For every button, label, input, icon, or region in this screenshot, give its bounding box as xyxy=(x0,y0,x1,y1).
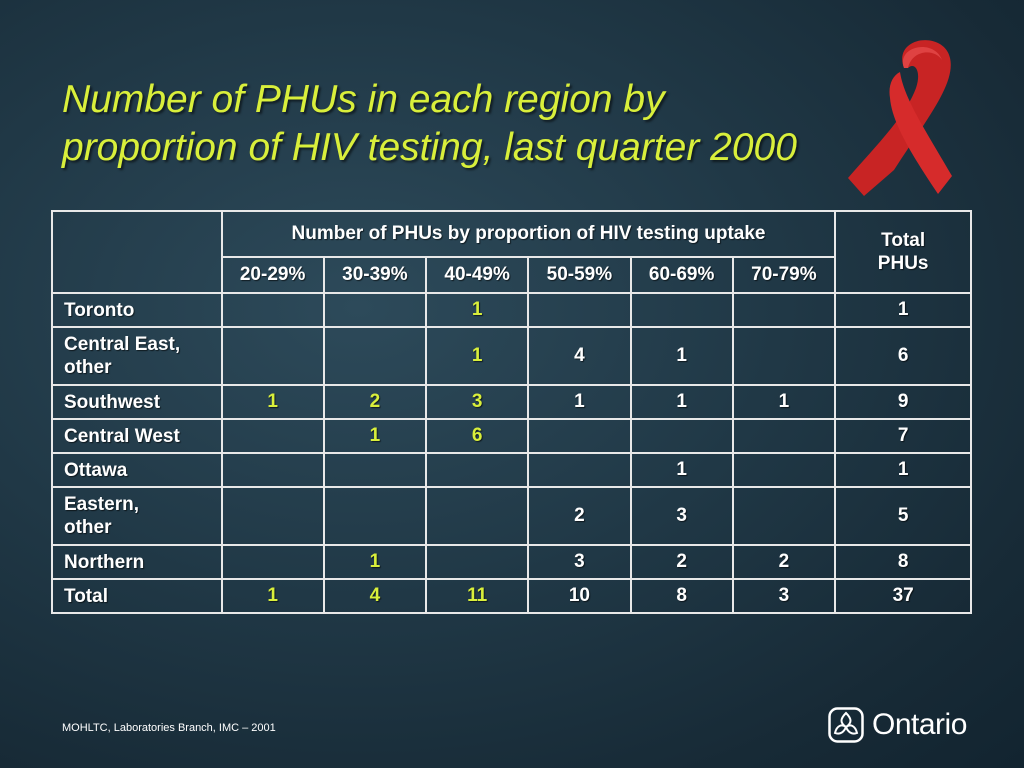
title-line-2: proportion of HIV testing, last quarter … xyxy=(62,126,797,169)
title-line-1: Number of PHUs in each region by xyxy=(62,78,665,121)
table-cell: 1 xyxy=(629,326,734,386)
row-label-line-1: Eastern, xyxy=(64,494,139,515)
slide-title: Number of PHUs in each region by proport… xyxy=(62,76,942,172)
row-label: Ottawa xyxy=(51,452,223,488)
row-label: Northern xyxy=(51,544,223,580)
total-header-line-1: Total xyxy=(881,230,926,251)
table-cell: 10 xyxy=(527,578,632,614)
table-cell: 2 xyxy=(731,544,837,580)
ontario-wordmark: Ontario xyxy=(872,708,967,741)
table-row: Eastern, other 2 3 5 xyxy=(51,486,972,546)
table-cell: 11 xyxy=(425,578,530,614)
row-label-line-1: Central East, xyxy=(64,334,181,355)
row-total: 9 xyxy=(834,384,972,420)
row-label: Central East, other xyxy=(51,326,223,386)
total-phus-header: Total PHUs xyxy=(834,210,972,294)
column-header: 60-69% xyxy=(629,256,734,294)
table-cell xyxy=(425,452,530,488)
row-total: 5 xyxy=(834,486,972,546)
row-total: 1 xyxy=(834,292,972,328)
table-cell: 8 xyxy=(629,578,734,614)
ontario-logo: Ontario xyxy=(828,705,978,745)
table-row: Central East, other 1 4 1 6 xyxy=(51,326,972,386)
row-label: Toronto xyxy=(51,292,223,328)
table-cell xyxy=(527,452,632,488)
table-row: Northern 1 3 2 2 8 xyxy=(51,544,972,580)
table-cell xyxy=(425,544,530,580)
footer-credit: MOHLTC, Laboratories Branch, IMC – 2001 xyxy=(62,722,276,734)
column-header: 50-59% xyxy=(527,256,632,294)
column-header: 20-29% xyxy=(220,256,325,294)
row-total: 8 xyxy=(834,544,972,580)
table-row: Southwest 1 2 3 1 1 1 9 xyxy=(51,384,972,420)
table-cell: 2 xyxy=(629,544,734,580)
column-header: 40-49% xyxy=(425,256,530,294)
table-cell: 1 xyxy=(629,384,734,420)
table-cell xyxy=(220,544,325,580)
table-cell: 1 xyxy=(527,384,632,420)
table-cell: 2 xyxy=(322,384,428,420)
table-cell xyxy=(629,292,734,328)
table-row: Central West 1 6 7 xyxy=(51,418,972,454)
table-cell xyxy=(731,418,837,454)
table-cell: 3 xyxy=(527,544,632,580)
table-cell xyxy=(527,418,632,454)
table-row-total: Total 1 4 11 10 8 3 37 xyxy=(51,578,972,614)
table-cell: 3 xyxy=(629,486,734,546)
table-cell: 3 xyxy=(425,384,530,420)
table-cell: 1 xyxy=(425,326,530,386)
total-header-line-2: PHUs xyxy=(877,253,929,274)
row-label: Central West xyxy=(51,418,223,454)
table-cell xyxy=(629,418,734,454)
table-cell: 4 xyxy=(322,578,428,614)
row-label: Total xyxy=(51,578,223,614)
table-cell: 1 xyxy=(322,544,428,580)
table-cell xyxy=(731,326,837,386)
table-cell: 1 xyxy=(220,384,325,420)
row-total: 37 xyxy=(834,578,972,614)
row-label-line-2: other xyxy=(64,517,112,538)
table-cell xyxy=(322,326,428,386)
table-cell: 4 xyxy=(527,326,632,386)
trillium-icon xyxy=(828,707,864,743)
row-total: 7 xyxy=(834,418,972,454)
table-cell xyxy=(731,452,837,488)
table-cell xyxy=(220,292,325,328)
table-cell xyxy=(322,292,428,328)
column-header: 30-39% xyxy=(322,256,428,294)
table-cell xyxy=(425,486,530,546)
table-cell xyxy=(220,418,325,454)
table-cell: 1 xyxy=(220,578,325,614)
group-header: Number of PHUs by proportion of HIV test… xyxy=(220,210,837,258)
table-row: Ottawa 1 1 xyxy=(51,452,972,488)
table-cell xyxy=(731,292,837,328)
table-cell: 2 xyxy=(527,486,632,546)
table-cell: 1 xyxy=(731,384,837,420)
red-ribbon-icon xyxy=(848,40,952,196)
corner-cell xyxy=(51,210,223,294)
table-cell xyxy=(220,326,325,386)
row-label: Eastern, other xyxy=(51,486,223,546)
table-cell: 3 xyxy=(731,578,837,614)
table-row: Toronto 1 1 xyxy=(51,292,972,328)
table-cell xyxy=(220,486,325,546)
row-total: 1 xyxy=(834,452,972,488)
table-cell: 6 xyxy=(425,418,530,454)
table-cell xyxy=(527,292,632,328)
table-cell xyxy=(220,452,325,488)
table-cell: 1 xyxy=(322,418,428,454)
row-total: 6 xyxy=(834,326,972,386)
table-cell xyxy=(731,486,837,546)
column-header: 70-79% xyxy=(731,256,837,294)
table-cell xyxy=(322,452,428,488)
row-label: Southwest xyxy=(51,384,223,420)
table-cell xyxy=(322,486,428,546)
row-label-line-2: other xyxy=(64,357,112,378)
table-cell: 1 xyxy=(425,292,530,328)
table-cell: 1 xyxy=(629,452,734,488)
hiv-testing-table: Number of PHUs by proportion of HIV test… xyxy=(51,210,972,614)
